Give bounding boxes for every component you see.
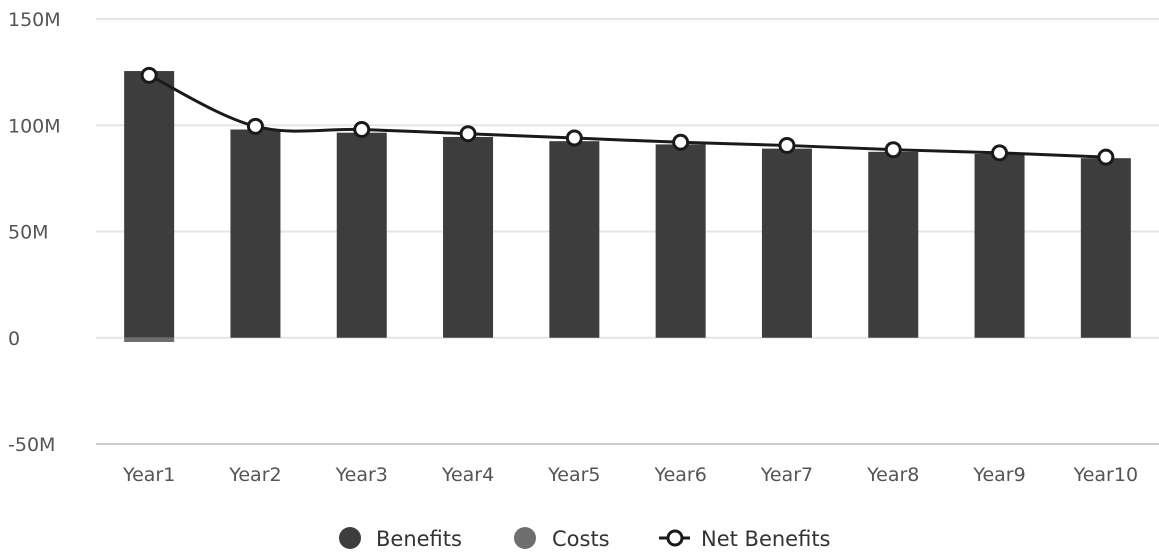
x-tick-label: Year4 (441, 464, 494, 486)
benefits-bar[interactable] (230, 129, 281, 338)
benefits-bar[interactable] (655, 144, 706, 338)
x-tick-label: Year1 (122, 464, 175, 486)
y-tick-label: 50M (8, 222, 49, 244)
benefits-bar[interactable] (549, 141, 600, 338)
benefits-bar[interactable] (1080, 158, 1131, 338)
benefits-bar[interactable] (336, 132, 387, 338)
net-benefits-point[interactable] (991, 144, 1009, 162)
net-benefits-point[interactable] (246, 117, 264, 135)
x-tick-label: Year5 (547, 464, 600, 486)
x-tick-label: Year2 (228, 464, 281, 486)
y-tick-label: -50M (8, 434, 55, 456)
benefits-bar[interactable] (761, 148, 812, 338)
y-tick-label: 0 (8, 328, 20, 350)
line-series (140, 66, 1115, 166)
legend-item-costs[interactable]: Costs (514, 527, 610, 551)
net-benefits-point[interactable] (1097, 148, 1115, 166)
net-benefits-point[interactable] (672, 133, 690, 151)
benefits-bar[interactable] (974, 153, 1025, 338)
benefits-bar[interactable] (124, 71, 175, 338)
legend-benefits-label: Benefits (376, 527, 462, 551)
x-tick-label: Year8 (866, 464, 919, 486)
legend-net-benefits-marker (666, 529, 684, 547)
net-benefits-point[interactable] (353, 121, 371, 138)
legend: Benefits Costs Net Benefits (339, 527, 831, 551)
y-tick-label: 100M (8, 115, 61, 137)
net-benefits-point[interactable] (459, 125, 477, 143)
net-benefits-line (148, 73, 1106, 159)
x-axis-tick-labels: Year1 Year2 Year3 Year4 Year5 Year6 Year7 Year8… (122, 464, 1138, 486)
legend-costs-label: Costs (552, 527, 610, 551)
net-benefits-point[interactable] (778, 136, 796, 154)
bar-series (124, 71, 1131, 342)
legend-benefits-marker (339, 527, 361, 549)
benefits-bar[interactable] (868, 151, 919, 338)
y-tick-label: 150M (8, 9, 61, 31)
legend-net-benefits-label: Net Benefits (701, 527, 831, 551)
legend-item-benefits[interactable]: Benefits (339, 527, 462, 551)
costs-bar[interactable] (124, 337, 175, 342)
x-tick-label: Year7 (760, 464, 813, 486)
y-axis-tick-labels: 150M 100M 50M 0 -50M (8, 9, 61, 456)
legend-costs-marker (514, 527, 536, 549)
net-benefits-point[interactable] (140, 66, 158, 84)
x-tick-label: Year3 (335, 464, 388, 486)
legend-item-net-benefits[interactable]: Net Benefits (659, 527, 831, 551)
x-tick-label: Year6 (653, 464, 706, 486)
net-benefits-point[interactable] (884, 141, 902, 159)
x-tick-label: Year10 (1073, 464, 1138, 486)
x-tick-label: Year9 (972, 464, 1025, 486)
net-benefits-point[interactable] (565, 129, 583, 147)
benefits-bar[interactable] (443, 136, 494, 338)
